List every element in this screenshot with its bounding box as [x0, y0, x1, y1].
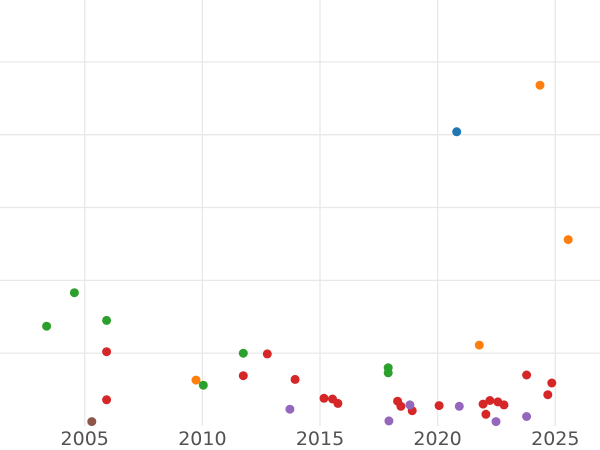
series-blue: [452, 127, 462, 137]
series-purple: [285, 400, 532, 427]
data-point: [69, 288, 79, 298]
data-point: [290, 374, 300, 384]
data-point: [383, 368, 393, 378]
data-point: [102, 347, 112, 357]
data-point: [238, 348, 248, 358]
data-point: [547, 378, 557, 388]
data-point: [434, 401, 444, 411]
data-point: [478, 399, 488, 409]
x-tick-label: 2005: [61, 428, 109, 450]
data-point: [319, 393, 329, 403]
data-point: [535, 80, 545, 90]
data-point: [191, 375, 201, 385]
data-point: [102, 395, 112, 405]
x-tick-label: 2015: [296, 428, 344, 450]
data-point: [543, 390, 553, 400]
data-point: [452, 127, 462, 137]
data-point: [563, 235, 573, 245]
data-point: [481, 409, 491, 419]
x-tick-label: 2020: [413, 428, 461, 450]
data-point: [102, 315, 112, 325]
data-point: [384, 416, 394, 426]
gridlines: [0, 0, 600, 426]
data-point: [454, 401, 464, 411]
data-point: [333, 398, 343, 408]
x-tick-label: 2025: [531, 428, 579, 450]
data-point: [285, 404, 295, 414]
data-point: [262, 349, 272, 359]
data-point: [396, 401, 406, 411]
data-point: [474, 340, 484, 350]
x-axis-tick-labels: 2005 2010 2015 2020 2025: [61, 428, 580, 450]
data-point: [485, 396, 495, 405]
series-red: [102, 347, 557, 419]
data-point: [405, 400, 415, 410]
series-green: [42, 288, 393, 390]
data-point: [198, 380, 208, 390]
data-point: [522, 412, 532, 421]
series-orange: [191, 80, 573, 385]
data-point: [238, 371, 248, 381]
series-brown: [87, 417, 97, 427]
data-point: [42, 321, 52, 331]
data-point: [491, 417, 501, 427]
x-tick-label: 2010: [178, 428, 226, 450]
data-point: [499, 400, 509, 410]
data-point: [522, 370, 532, 380]
data-point: [87, 417, 97, 427]
